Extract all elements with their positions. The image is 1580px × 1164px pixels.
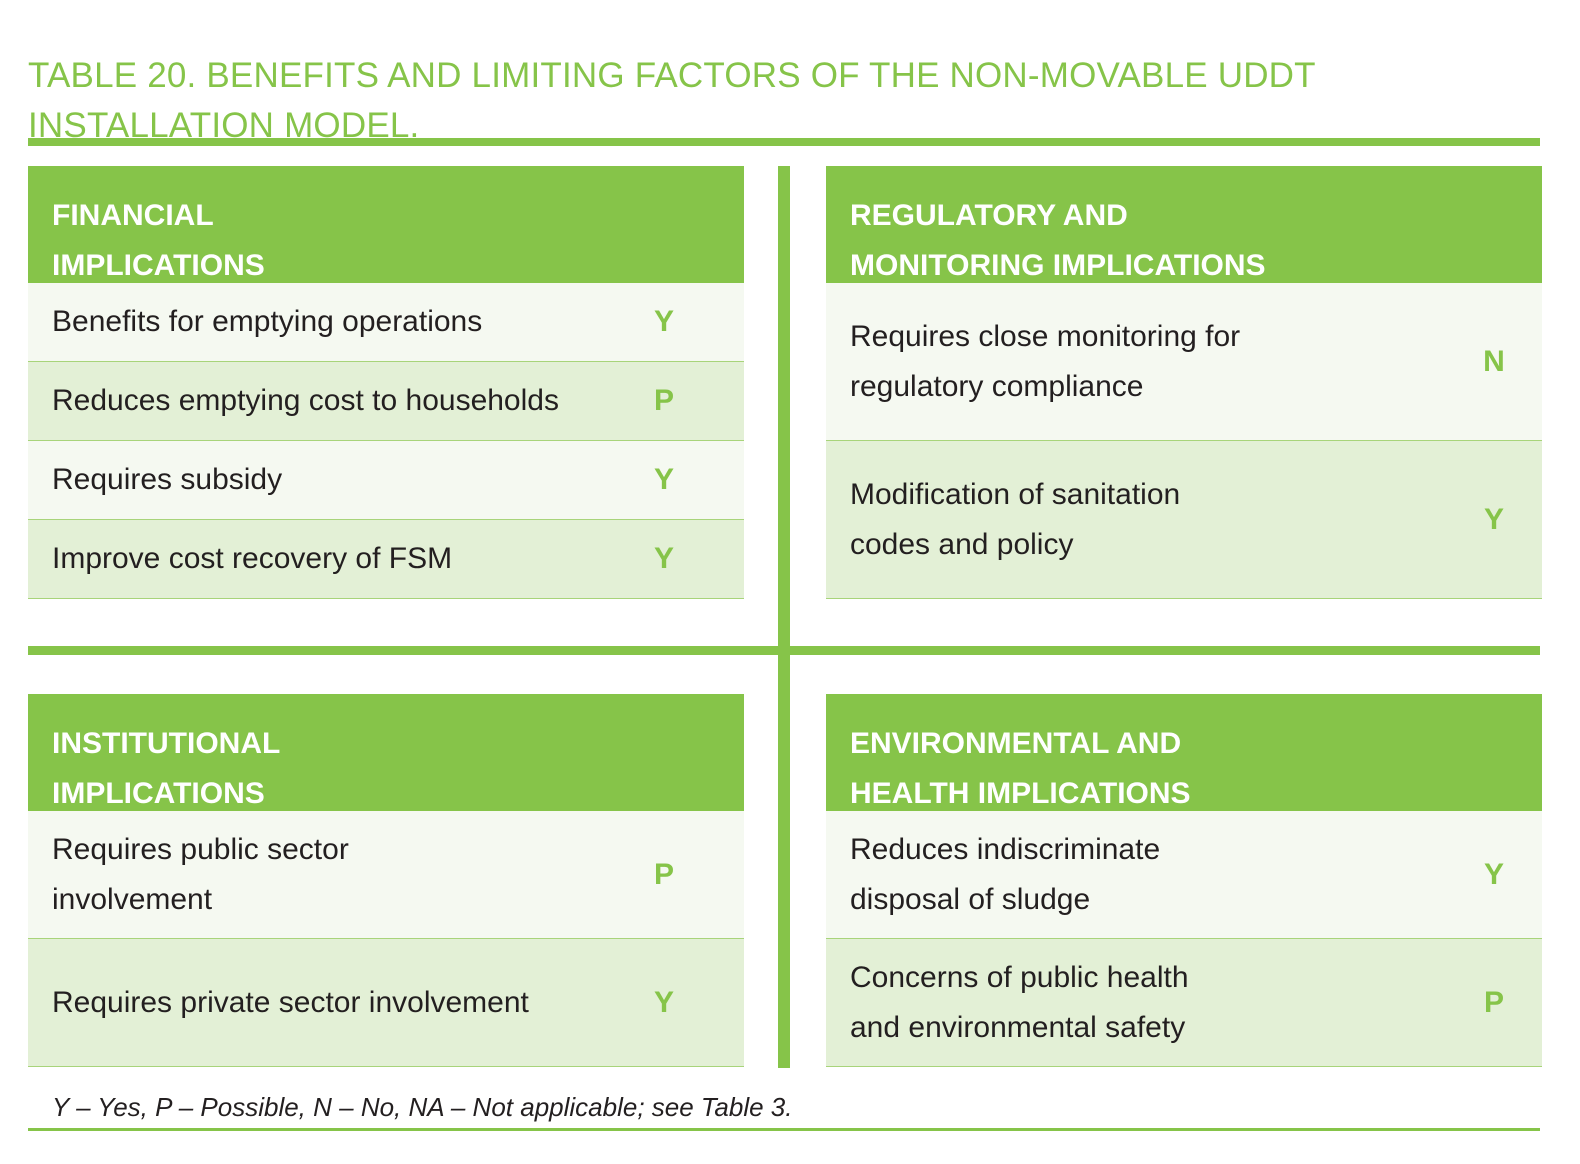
row-value: N bbox=[1483, 344, 1505, 378]
institutional-heading-line-2: IMPLICATIONS bbox=[52, 777, 265, 810]
financial-panel: FINANCIAL IMPLICATIONS Benefits for empt… bbox=[28, 166, 744, 599]
title-line-1: TABLE 20. BENEFITS AND LIMITING FACTORS … bbox=[28, 56, 1316, 96]
vertical-divider bbox=[778, 166, 790, 1068]
financial-heading-line-1: FINANCIAL bbox=[52, 199, 214, 232]
row-value: Y bbox=[1483, 502, 1504, 536]
row-label: Requires close monitoring for regulatory… bbox=[826, 312, 1454, 412]
table-row: Improve cost recovery of FSM Y bbox=[28, 520, 744, 599]
row-label-line-1: Concerns of public health bbox=[850, 960, 1189, 994]
financial-heading-line-2: IMPLICATIONS bbox=[52, 249, 265, 282]
table-row: Requires close monitoring for regulatory… bbox=[826, 283, 1542, 441]
regulatory-heading-line-1: REGULATORY AND bbox=[850, 199, 1128, 232]
row-value: P bbox=[653, 857, 674, 891]
environmental-heading-line-2: HEALTH IMPLICATIONS bbox=[850, 777, 1191, 810]
environmental-heading-line-1: ENVIRONMENTAL AND bbox=[850, 727, 1182, 760]
financial-heading: FINANCIAL IMPLICATIONS bbox=[28, 166, 744, 283]
bottom-divider bbox=[28, 1128, 1540, 1131]
row-label: Requires public sector involvement bbox=[28, 825, 624, 925]
row-value: P bbox=[1483, 985, 1504, 1019]
institutional-heading: INSTITUTIONAL IMPLICATIONS bbox=[28, 694, 744, 811]
row-label: Modification of sanitation codes and pol… bbox=[826, 470, 1454, 570]
footnote: Y – Yes, P – Possible, N – No, NA – Not … bbox=[52, 1092, 793, 1122]
row-label: Improve cost recovery of FSM bbox=[52, 542, 453, 575]
row-value: Y bbox=[653, 985, 674, 1019]
table-row: Reduces indiscriminate disposal of sludg… bbox=[826, 811, 1542, 939]
row-label: Requires private sector involvement bbox=[52, 985, 529, 1019]
table-row: Requires public sector involvement P bbox=[28, 811, 744, 939]
row-label: Reduces emptying cost to households bbox=[52, 384, 559, 417]
regulatory-panel: REGULATORY AND MONITORING IMPLICATIONS R… bbox=[826, 166, 1542, 599]
table-row: Benefits for emptying operations Y bbox=[28, 283, 744, 362]
table-row: Reduces emptying cost to households P bbox=[28, 362, 744, 441]
regulatory-heading-line-2: MONITORING IMPLICATIONS bbox=[850, 249, 1266, 282]
row-label: Reduces indiscriminate disposal of sludg… bbox=[826, 825, 1454, 925]
row-label: Concerns of public health and environmen… bbox=[826, 953, 1454, 1053]
row-value: Y bbox=[653, 463, 674, 496]
environmental-panel: ENVIRONMENTAL AND HEALTH IMPLICATIONS Re… bbox=[826, 694, 1542, 1067]
row-value: Y bbox=[653, 305, 674, 338]
institutional-heading-line-1: INSTITUTIONAL bbox=[52, 727, 281, 760]
row-label-line-1: Requires close monitoring for bbox=[850, 319, 1241, 353]
row-label: Requires subsidy bbox=[52, 463, 283, 496]
table-row: Requires private sector involvement Y bbox=[28, 939, 744, 1067]
row-label-line-1: Requires public sector bbox=[52, 832, 349, 866]
regulatory-heading: REGULATORY AND MONITORING IMPLICATIONS bbox=[826, 166, 1542, 283]
row-label-line-2: involvement bbox=[52, 882, 213, 916]
table-row: Concerns of public health and environmen… bbox=[826, 939, 1542, 1067]
row-label-line-2: codes and policy bbox=[850, 527, 1074, 561]
environmental-heading: ENVIRONMENTAL AND HEALTH IMPLICATIONS bbox=[826, 694, 1542, 811]
row-label: Benefits for emptying operations bbox=[52, 305, 483, 338]
row-value: Y bbox=[653, 542, 674, 575]
row-value: Y bbox=[1483, 857, 1504, 891]
middle-divider bbox=[28, 646, 1540, 655]
top-divider bbox=[28, 138, 1540, 146]
institutional-panel: INSTITUTIONAL IMPLICATIONS Requires publ… bbox=[28, 694, 744, 1067]
table-row: Modification of sanitation codes and pol… bbox=[826, 441, 1542, 599]
table-row: Requires subsidy Y bbox=[28, 441, 744, 520]
row-label-line-2: and environmental safety bbox=[850, 1010, 1186, 1044]
row-label-line-2: disposal of sludge bbox=[850, 882, 1091, 916]
row-label-line-1: Reduces indiscriminate bbox=[850, 832, 1161, 866]
row-label-line-2: regulatory compliance bbox=[850, 369, 1144, 403]
row-label-line-1: Modification of sanitation bbox=[850, 477, 1181, 511]
row-value: P bbox=[653, 384, 674, 417]
page-title: TABLE 20. BENEFITS AND LIMITING FACTORS … bbox=[28, 51, 1528, 151]
